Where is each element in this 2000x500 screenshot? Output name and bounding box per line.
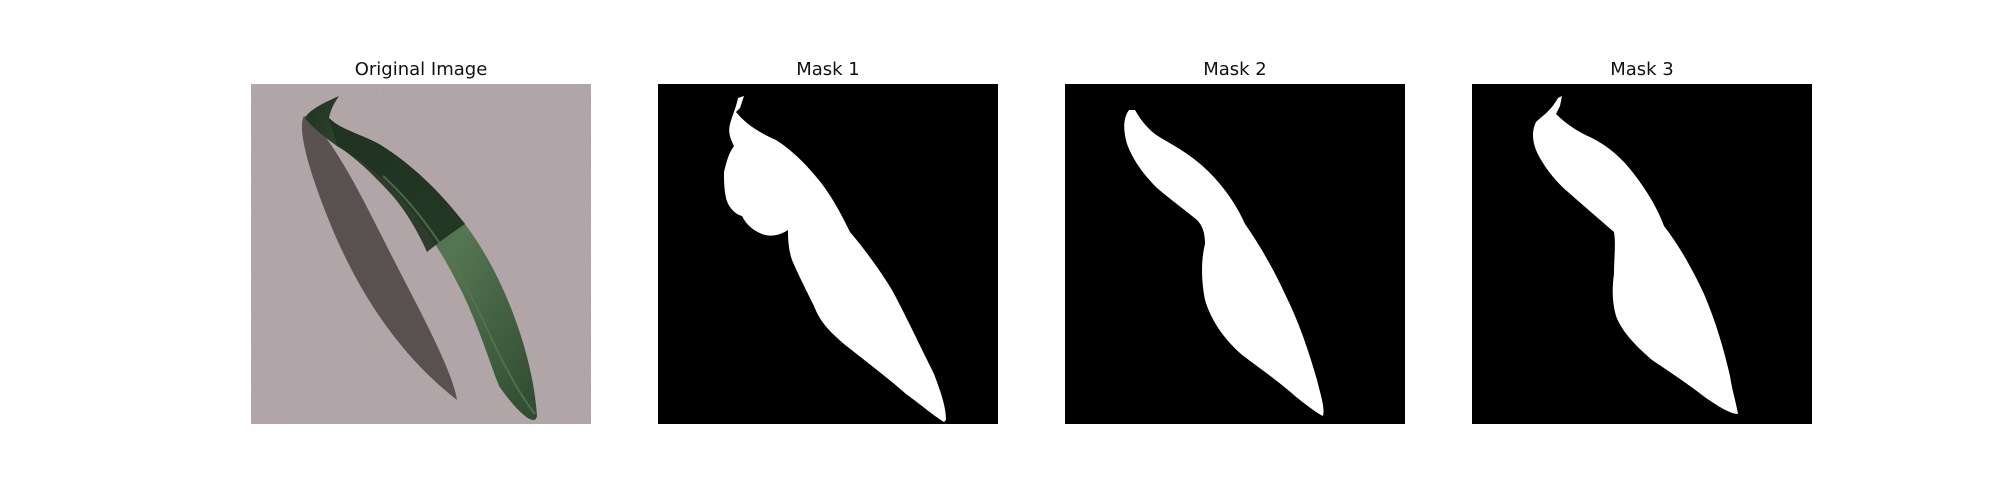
panel-title-mask-1: Mask 1 [796, 59, 860, 80]
leaf-shadow [301, 116, 457, 400]
panel-original-image: Original Image [251, 58, 591, 424]
panel-title-mask-3: Mask 3 [1610, 59, 1674, 80]
panel-mask-2: Mask 2 [1065, 58, 1405, 424]
leaf-shape [305, 96, 537, 421]
mask-1-image [658, 84, 998, 424]
mask-1-foreground [724, 96, 946, 422]
leaf-dark-half [329, 118, 465, 252]
surface-background [251, 84, 591, 424]
leaf-midrib [382, 175, 536, 415]
panel-title-mask-2: Mask 2 [1203, 59, 1267, 80]
original-image [251, 84, 591, 424]
mask-2-foreground [1124, 110, 1324, 416]
mask-2-image [1065, 84, 1405, 424]
mask-3-image [1472, 84, 1812, 424]
panel-mask-3: Mask 3 [1472, 58, 1812, 424]
mask-3-foreground [1533, 96, 1738, 414]
panel-mask-1: Mask 1 [658, 58, 998, 424]
panel-title-original-image: Original Image [354, 59, 488, 80]
